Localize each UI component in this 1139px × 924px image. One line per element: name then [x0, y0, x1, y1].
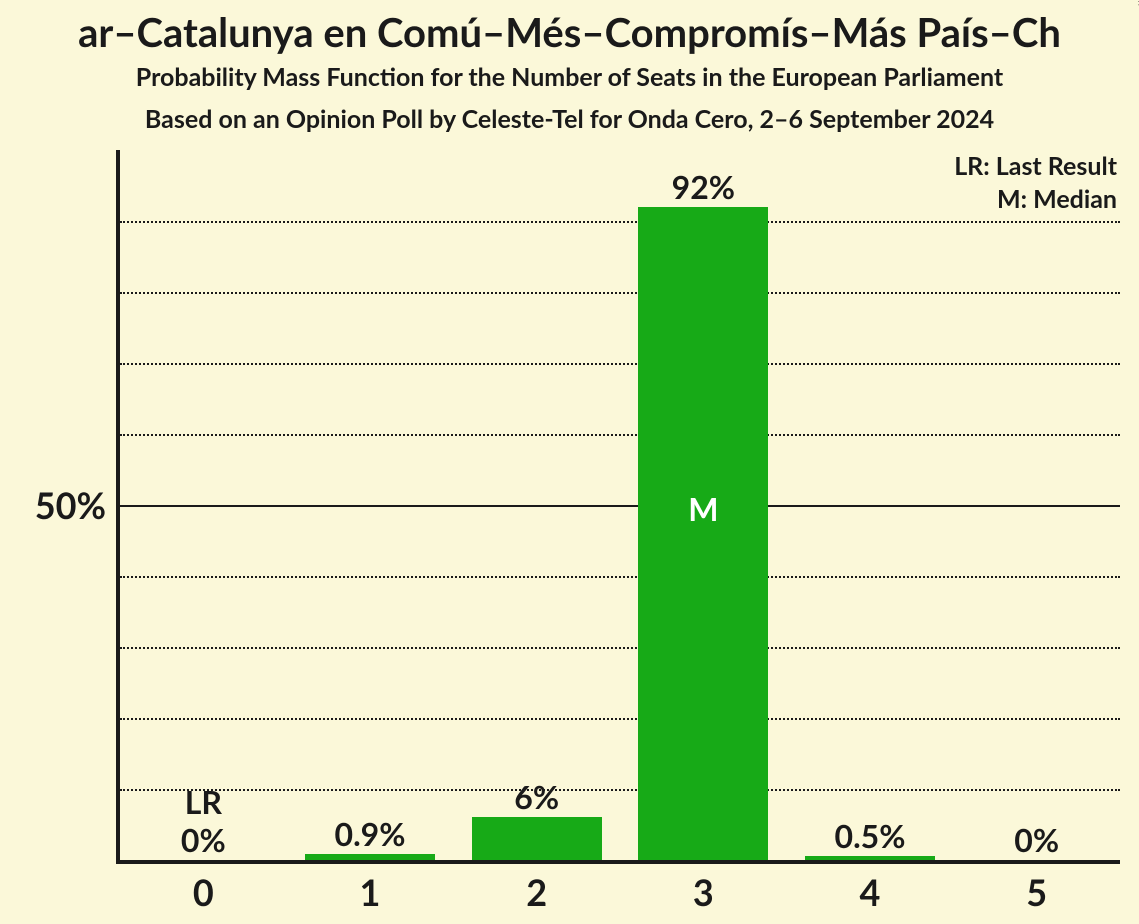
gridline: [120, 576, 1120, 578]
bar-value-label: 0%: [1014, 820, 1059, 859]
x-axis-tick-label: 2: [526, 860, 547, 914]
gridline: [120, 718, 1120, 720]
legend: LR: Last Result M: Median: [954, 150, 1117, 215]
bar: [638, 207, 768, 860]
x-axis-tick-label: 3: [693, 860, 714, 914]
marker-m: M: [688, 489, 718, 528]
plot-area: 50%0%00.9%16%292%30.5%40%5LRM: [120, 150, 1120, 860]
gridline: [120, 434, 1120, 436]
bar-value-label: 6%: [514, 777, 559, 816]
y-axis: [116, 150, 120, 864]
marker-lr: LR: [185, 782, 222, 821]
x-axis-tick-label: 1: [360, 860, 381, 914]
gridline: [120, 647, 1120, 649]
x-axis-tick-label: 0: [193, 860, 214, 914]
legend-lr: LR: Last Result: [954, 150, 1117, 183]
bar: [472, 817, 602, 860]
bar-chart: 50%0%00.9%16%292%30.5%40%5LRM: [0, 0, 1139, 924]
gridline: [120, 505, 1120, 507]
bar-value-label: 92%: [672, 167, 735, 206]
x-axis-tick-label: 4: [860, 860, 881, 914]
gridline: [120, 221, 1120, 223]
bar-value-label: 0.5%: [835, 816, 906, 855]
y-axis-tick-label: 50%: [35, 483, 120, 527]
x-axis-tick-label: 5: [1026, 860, 1047, 914]
gridline: [120, 292, 1120, 294]
legend-m: M: Median: [954, 183, 1117, 216]
bar-value-label: 0.9%: [335, 814, 406, 853]
gridline: [120, 789, 1120, 791]
x-axis: [116, 860, 1120, 864]
gridline: [120, 363, 1120, 365]
page: ar–Catalunya en Comú–Més–Compromís–Más P…: [0, 0, 1139, 924]
bar-value-label: 0%: [181, 820, 226, 859]
